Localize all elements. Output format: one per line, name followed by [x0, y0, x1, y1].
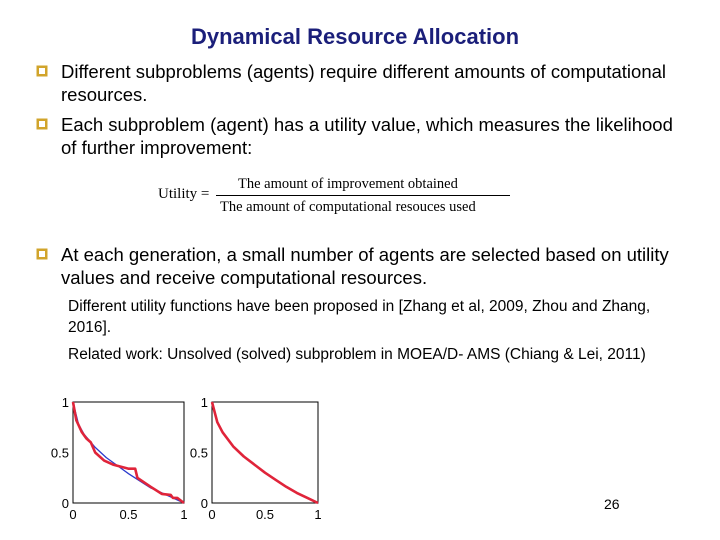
utility-formula: Utility = The amount of improvement obta… — [158, 172, 518, 218]
chart-2-series-1 — [211, 401, 319, 504]
checkbox-bullet-icon — [36, 65, 48, 77]
chart-1-frame — [72, 401, 185, 504]
formula-numerator: The amount of improvement obtained — [238, 176, 458, 192]
page-number: 26 — [604, 496, 620, 512]
formula-lhs: Utility = — [158, 186, 210, 202]
bullet-2-text: Each subproblem (agent) has a utility va… — [61, 114, 673, 158]
bullet-1-text: Different subproblems (agents) require d… — [61, 61, 667, 105]
bullet-1: Different subproblems (agents) require d… — [36, 60, 686, 106]
checkbox-bullet-icon — [36, 118, 48, 130]
subpoint-2: Related work: Unsolved (solved) subprobl… — [68, 346, 646, 363]
chart-1-y-tick: 0 — [62, 496, 69, 511]
chart-1-y-tick: 1 — [62, 395, 69, 410]
chart-1-series-2 — [71, 401, 185, 505]
chart-1-x-tick: 0.5 — [119, 507, 137, 522]
chart-2-y-tick: 0 — [201, 496, 208, 511]
chart-2-y-tick: 0.5 — [190, 446, 208, 461]
slide-title: Dynamical Resource Allocation — [190, 24, 520, 49]
chart-2-series-2 — [210, 401, 319, 505]
chart-1-y-tick: 0.5 — [51, 446, 69, 461]
subpoint-1: Different utility functions have been pr… — [68, 298, 651, 336]
chart-1-series-1 — [72, 401, 185, 504]
chart-2-x-tick: 1 — [314, 507, 321, 522]
chart-2-x-tick: 0.5 — [256, 507, 274, 522]
bullet-2: Each subproblem (agent) has a utility va… — [36, 113, 686, 159]
chart-1-x-tick: 1 — [180, 507, 187, 522]
chart-2-frame — [211, 401, 319, 504]
chart-1-x-tick: 0 — [69, 507, 76, 522]
bullet-3-text: At each generation, a small number of ag… — [61, 244, 669, 288]
bullet-3: At each generation, a small number of ag… — [36, 243, 686, 289]
chart-2-y-tick: 1 — [201, 395, 208, 410]
fraction-bar — [216, 195, 510, 196]
checkbox-bullet-icon — [36, 248, 48, 260]
formula-denominator: The amount of computational resouces use… — [220, 199, 476, 215]
chart-2-x-tick: 0 — [208, 507, 215, 522]
